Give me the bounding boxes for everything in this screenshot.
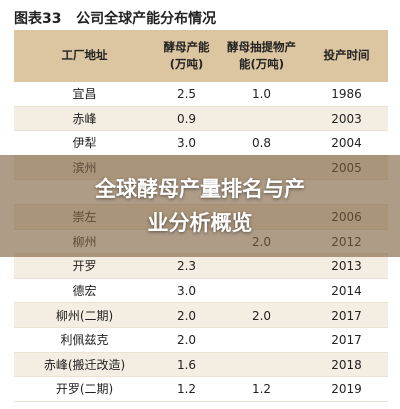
- table-cell: [218, 107, 305, 132]
- column-header: 投产时间: [305, 30, 388, 82]
- row-background: [14, 303, 388, 328]
- table-cell: 2013: [331, 259, 362, 274]
- table-cell: 1986: [331, 87, 362, 102]
- row-background: [14, 328, 388, 353]
- table-cell: 柳州(二期): [55, 308, 114, 323]
- table-cell: 2019: [331, 382, 362, 397]
- banner: 全球酵母产量排名与产 业分析概览: [0, 155, 400, 257]
- table-cell: 2.0: [251, 308, 272, 323]
- table-cell: 2.5: [176, 87, 197, 102]
- row-background: [14, 377, 388, 402]
- table-cell: [218, 328, 305, 353]
- row-background: [14, 254, 388, 279]
- table-cell: 赤峰(搬迁改造): [43, 357, 126, 372]
- table-cell: 2.0: [176, 308, 197, 323]
- table-cell: 2.0: [176, 333, 197, 348]
- column-header: 酵母抽提物产能(万吨): [218, 30, 305, 82]
- title: 图表33 公司全球产能分布情况: [14, 11, 217, 27]
- row-background: [14, 106, 388, 132]
- table-cell: 1.2: [176, 382, 197, 397]
- table-cell: 德宏: [72, 284, 97, 299]
- table-cell: 3.0: [176, 136, 197, 151]
- table-cell: 2017: [331, 333, 362, 348]
- table-cell: [218, 254, 305, 279]
- table-cell: 2.3: [176, 259, 197, 274]
- banner-line: 业分析概览: [147, 211, 253, 235]
- table-cell: 3.0: [176, 284, 197, 299]
- column-header: 工厂地址: [14, 30, 155, 82]
- row-background: [14, 352, 388, 378]
- table-cell: 开罗(二期): [55, 382, 114, 397]
- table-cell: 2018: [331, 357, 362, 372]
- table-cell: 1.0: [251, 87, 272, 102]
- table-cell: 利佩兹克: [60, 333, 109, 348]
- table-cell: 0.9: [176, 111, 197, 126]
- table-cell: 2004: [331, 136, 362, 151]
- banner-line: 全球酵母产量排名与产: [95, 177, 305, 201]
- table-cell: 1.6: [176, 357, 197, 372]
- table-cell: 开罗: [72, 259, 97, 274]
- column-header: 酵母产能(万吨): [155, 30, 218, 82]
- table-cell: 1.2: [251, 382, 272, 397]
- row-background: [14, 278, 388, 304]
- table-cell: 宜昌: [72, 87, 97, 102]
- table-cell: 2014: [331, 284, 362, 299]
- table-cell: 2003: [331, 111, 362, 126]
- table-cell: [218, 353, 305, 378]
- row-background: [14, 82, 388, 107]
- table-cell: 2017: [331, 308, 362, 323]
- table-cell: 0.8: [251, 136, 272, 151]
- table-cell: [218, 279, 305, 304]
- table-cell: 伊犁: [72, 136, 97, 151]
- table-cell: 赤峰: [72, 111, 97, 126]
